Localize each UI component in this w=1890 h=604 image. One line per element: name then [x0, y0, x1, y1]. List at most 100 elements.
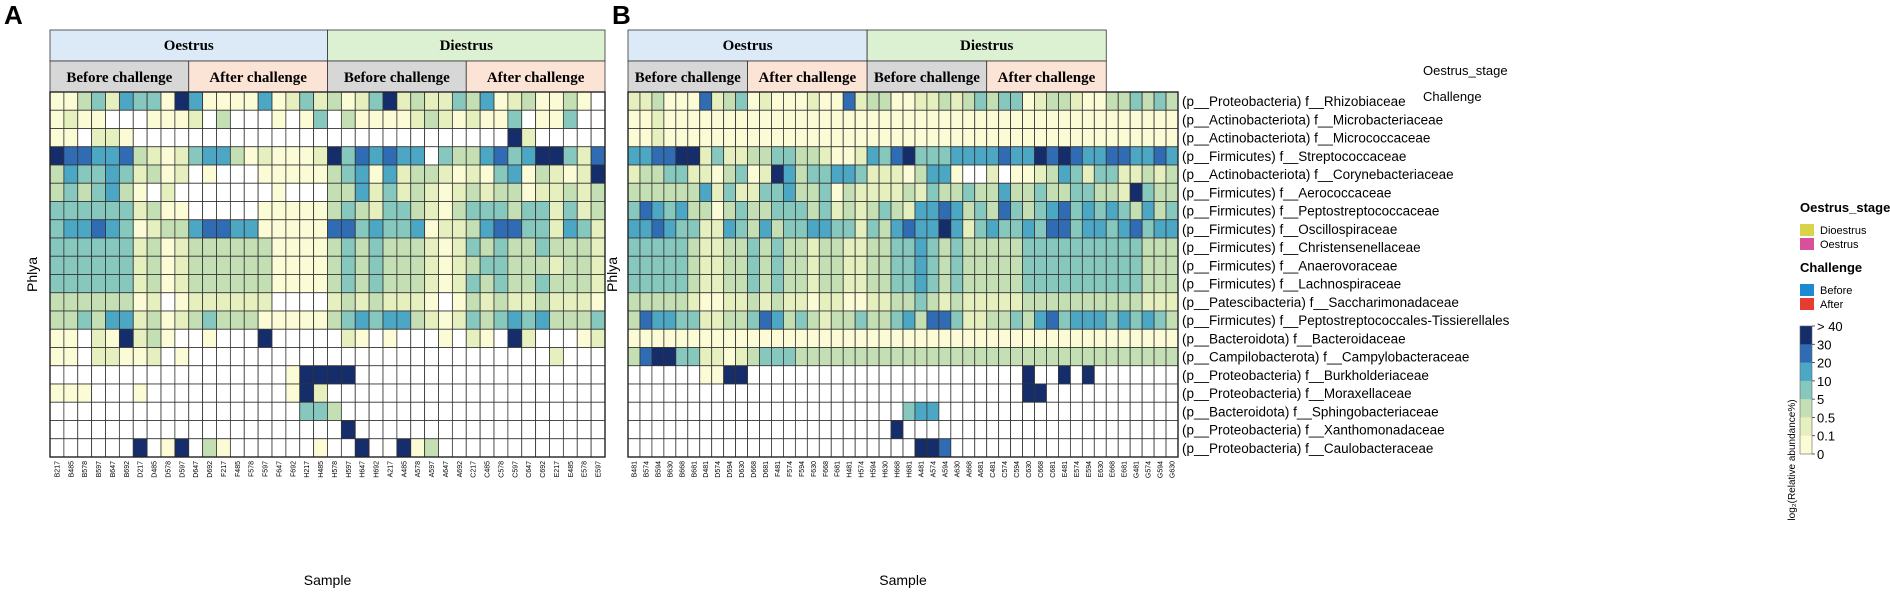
heatmap-cell	[866, 347, 880, 367]
heatmap-cell	[998, 347, 1012, 367]
heatmap-cell	[479, 401, 495, 421]
heatmap-cell	[438, 201, 453, 221]
heatmap-cell	[229, 365, 245, 385]
heatmap-cell	[382, 365, 398, 385]
legend: Oestrus_stage Dioestrus Oestrus Challeng…	[1787, 200, 1890, 521]
heatmap-cell	[783, 310, 796, 330]
heatmap-cell	[549, 146, 564, 166]
heatmap-cell	[368, 237, 384, 257]
heatmap-cell	[771, 274, 784, 294]
heatmap-cell	[878, 420, 892, 440]
heatmap-cell	[424, 164, 439, 184]
heatmap-cell	[1081, 237, 1095, 257]
heatmap-cell	[783, 347, 796, 367]
heatmap-cell	[735, 237, 748, 257]
heatmap-cell	[313, 146, 328, 166]
sample-tick-label: E597	[596, 461, 603, 477]
heatmap-cell	[783, 91, 796, 111]
heatmap-cell	[285, 109, 301, 129]
heatmap-cell	[521, 292, 537, 312]
heatmap-cell	[1165, 146, 1179, 166]
heatmap-cell	[63, 401, 79, 421]
heatmap-cell	[1010, 347, 1023, 367]
heatmap-cell	[174, 328, 190, 348]
heatmap-cell	[794, 420, 808, 440]
heatmap-cell	[465, 255, 481, 275]
heatmap-cell	[818, 328, 832, 348]
heatmap-cell	[783, 219, 796, 239]
heatmap-cell	[759, 365, 772, 385]
heatmap-cell	[1058, 146, 1071, 166]
heatmap-cell	[1069, 420, 1083, 440]
heatmap-cell	[1153, 237, 1167, 257]
heatmap-cell	[890, 347, 904, 367]
heatmap-cell	[493, 201, 509, 221]
heatmap-cell	[590, 201, 606, 221]
heatmap-cell	[1046, 201, 1059, 221]
heatmap-cell	[216, 201, 231, 221]
heatmap-cell	[771, 109, 784, 129]
heatmap-cell	[368, 347, 384, 367]
heatmap-cell	[651, 237, 665, 257]
heatmap-cell	[299, 219, 315, 239]
heatmap-cell	[747, 255, 760, 275]
heatmap-cell	[105, 383, 120, 403]
heatmap-cell	[723, 182, 737, 202]
heatmap-cell	[479, 347, 495, 367]
heatmap-cell	[410, 182, 426, 202]
heatmap-cell	[1069, 201, 1083, 221]
heatmap-cell	[830, 274, 844, 294]
heatmap-cell	[651, 91, 665, 111]
heatmap-cell	[1141, 146, 1155, 166]
heatmap-cell	[806, 438, 820, 458]
heatmap-cell	[91, 438, 106, 458]
heatmap-cell	[651, 438, 665, 458]
heatmap-cell	[562, 401, 578, 421]
heatmap-cell	[627, 310, 641, 330]
heatmap-cell	[914, 383, 928, 403]
heatmap-cell	[299, 401, 315, 421]
heatmap-cell	[1022, 365, 1035, 385]
sample-tick-label: B574	[643, 461, 650, 477]
heatmap-cell	[830, 365, 844, 385]
heatmap-cell	[160, 438, 176, 458]
heatmap-cell	[340, 438, 356, 458]
colorbar-tick-label: 30	[1817, 337, 1831, 352]
heatmap-cell	[998, 310, 1012, 330]
heatmap-cell	[1034, 401, 1047, 421]
heatmap-cell	[735, 109, 748, 129]
heatmap-cell	[507, 219, 523, 239]
heatmap-cell	[576, 292, 592, 312]
heatmap-cell	[711, 164, 725, 184]
heatmap-cell	[1010, 146, 1023, 166]
heatmap-cell	[146, 128, 162, 148]
heatmap-cell	[794, 219, 808, 239]
heatmap-cell	[902, 365, 916, 385]
heatmap-cell	[806, 219, 820, 239]
heatmap-cell	[723, 109, 737, 129]
heatmap-cell	[257, 365, 273, 385]
heatmap-cell	[160, 310, 176, 330]
heatmap-cell	[174, 292, 190, 312]
heatmap-cell	[1141, 328, 1155, 348]
heatmap-cell	[878, 219, 892, 239]
heatmap-cell	[639, 420, 653, 440]
heatmap-cell	[271, 201, 287, 221]
heatmap-cell	[818, 237, 832, 257]
heatmap-cell	[1034, 383, 1047, 403]
heatmap-cell	[926, 201, 940, 221]
heatmap-cell	[160, 128, 176, 148]
family-label: (p__Bacteroidota) f__Sphingobacteriaceae	[1182, 404, 1439, 419]
heatmap-cell	[1081, 128, 1095, 148]
heatmap-cell	[902, 310, 916, 330]
heatmap-cell	[77, 401, 93, 421]
heatmap-cell	[562, 219, 578, 239]
heatmap-cell	[188, 274, 204, 294]
heatmap-cell	[216, 109, 231, 129]
heatmap-cell	[687, 91, 701, 111]
sample-tick-label: B681	[691, 461, 698, 477]
heatmap-cell	[216, 438, 231, 458]
heatmap-cell	[830, 182, 844, 202]
heatmap-cell	[747, 109, 760, 129]
heatmap-cell	[229, 109, 245, 129]
